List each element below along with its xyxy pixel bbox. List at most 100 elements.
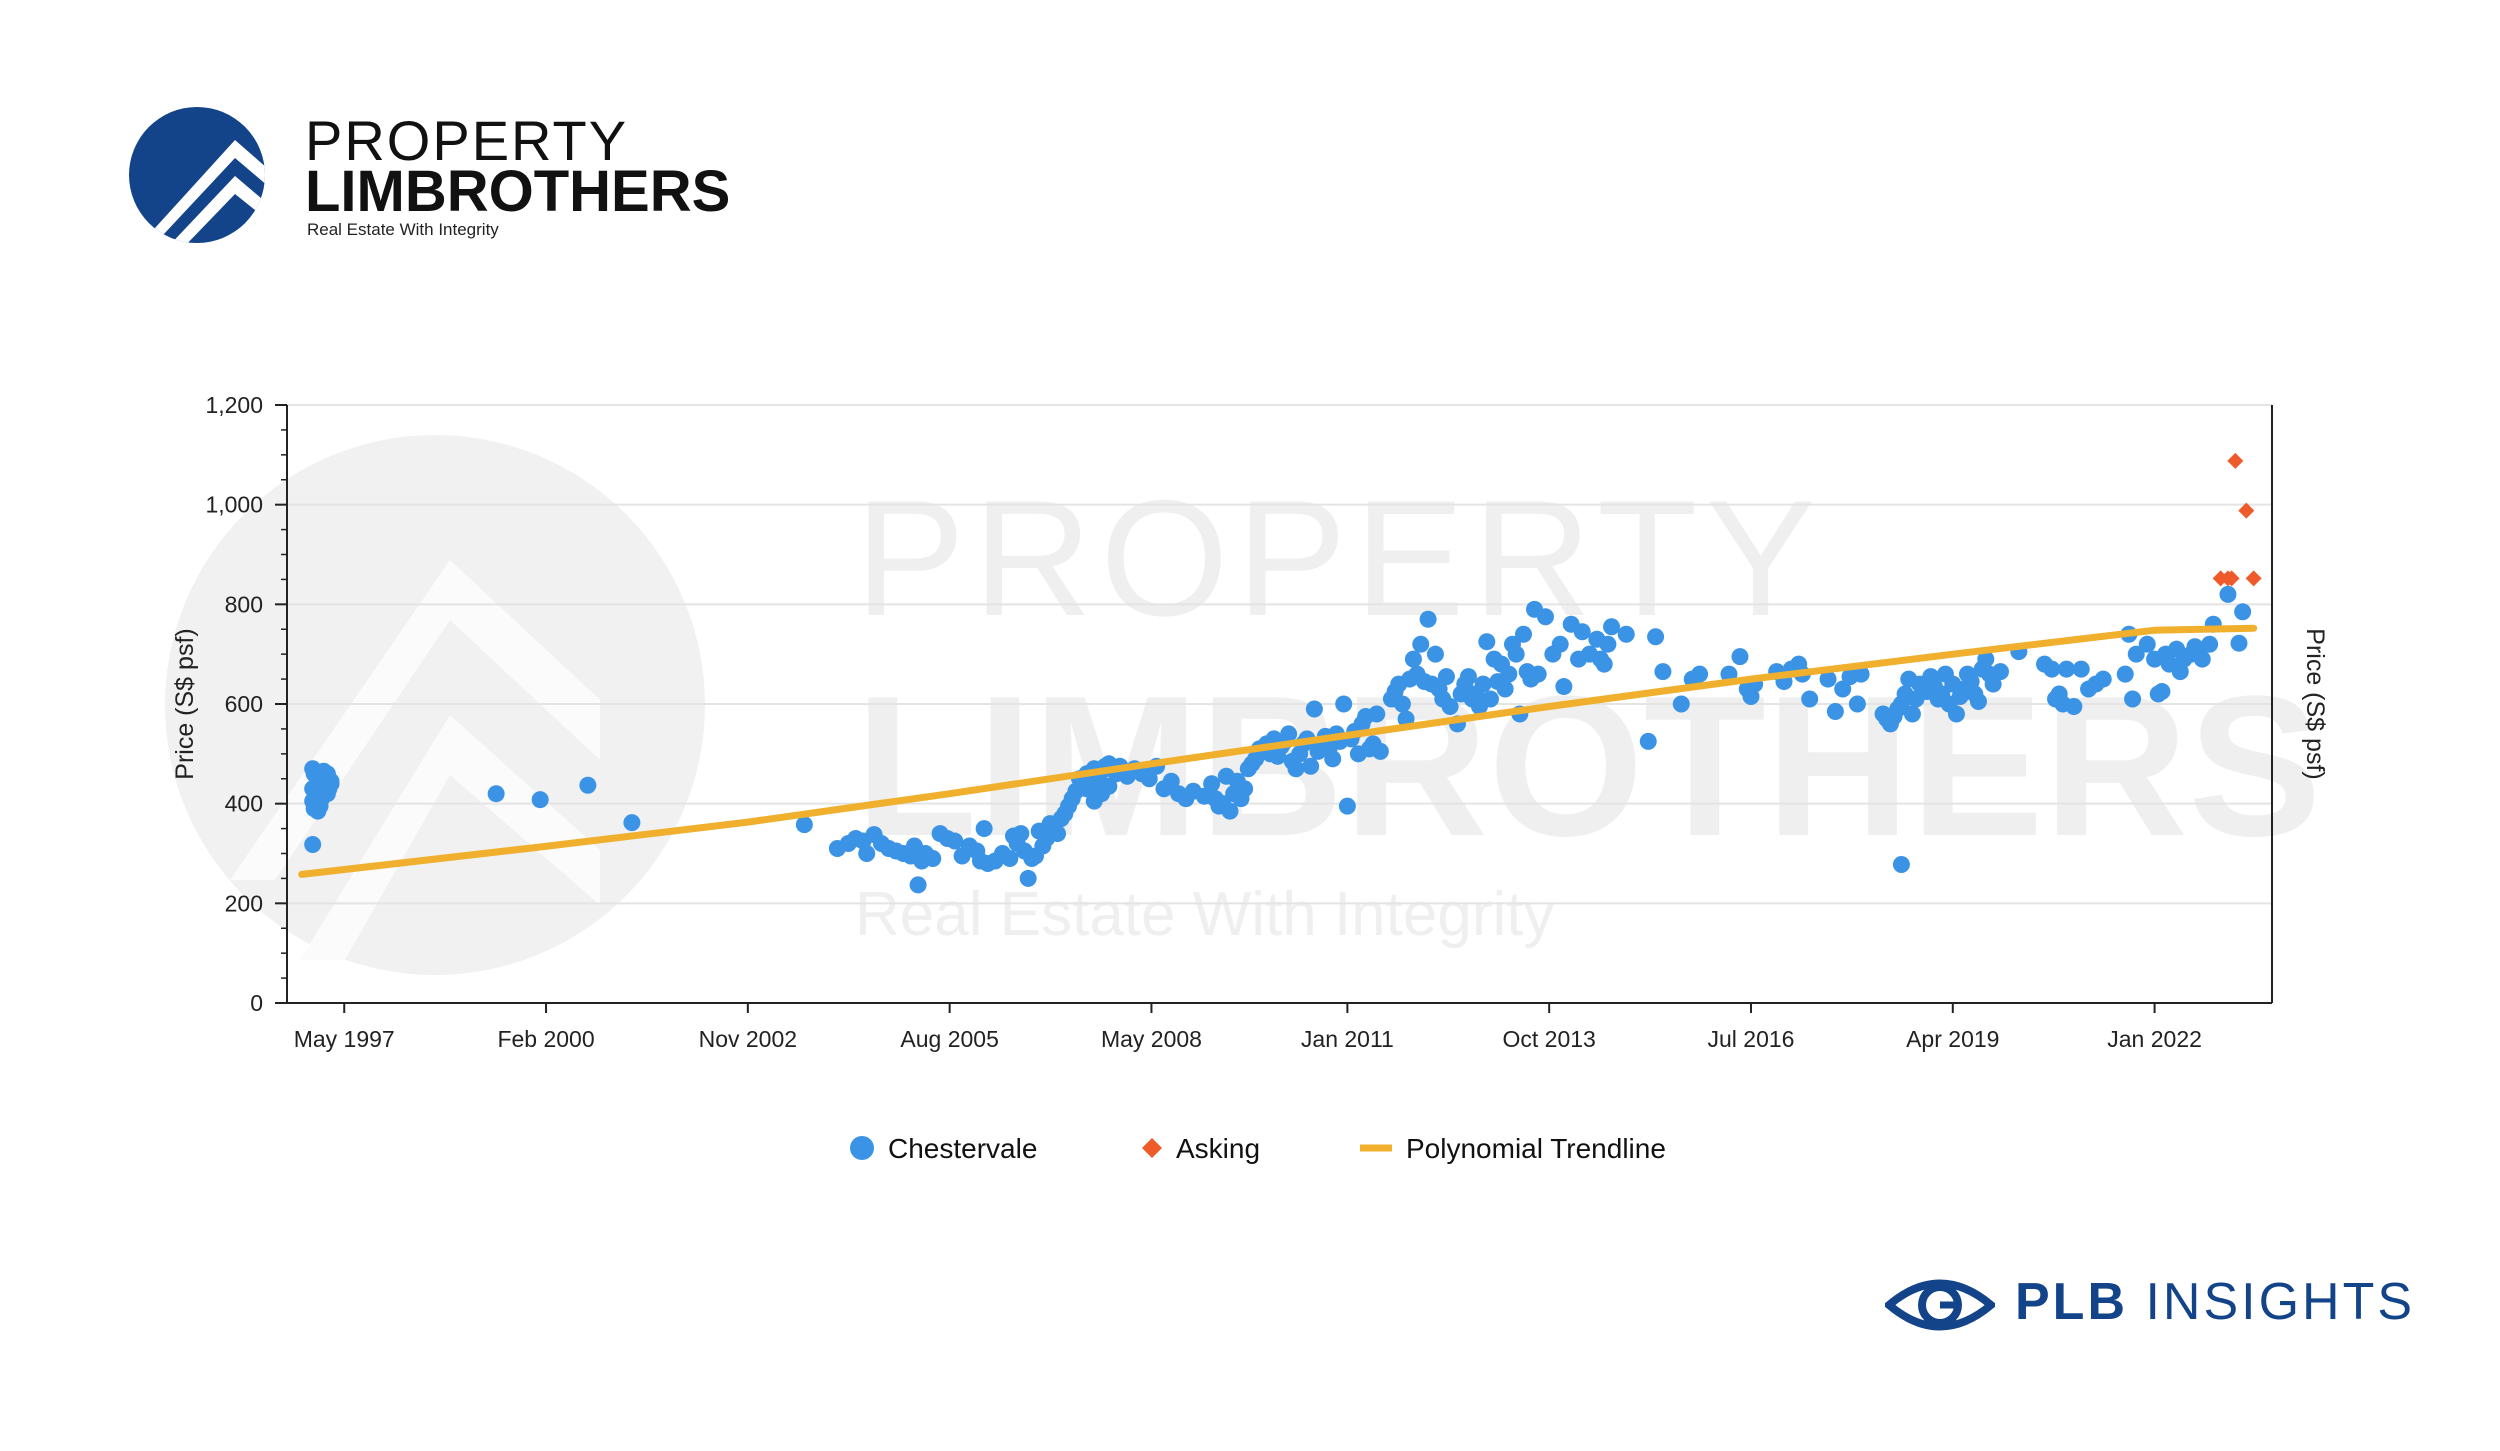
x-tick-label: Apr 2019 [1906, 1026, 1999, 1052]
data-point [2058, 660, 2076, 678]
legend-label-asking: Asking [1176, 1133, 1260, 1164]
data-point [1203, 775, 1221, 793]
data-point [2124, 690, 2142, 708]
data-point [1573, 623, 1591, 641]
legend-marker-asking [1142, 1138, 1162, 1158]
data-point [531, 791, 549, 809]
data-point [1496, 680, 1514, 698]
data-point [1537, 608, 1555, 626]
plb-insights-bold: PLB [2015, 1273, 2128, 1331]
data-point [1280, 725, 1298, 743]
x-tick-label: May 2008 [1101, 1026, 1202, 1052]
data-point [1977, 650, 1995, 668]
data-point [1412, 635, 1430, 653]
data-point [1514, 625, 1532, 643]
legend-label-trendline: Polynomial Trendline [1406, 1133, 1666, 1164]
data-point [1419, 610, 1437, 628]
data-point [1647, 628, 1665, 646]
data-point [1481, 690, 1499, 708]
legend-label-chestervale: Chestervale [888, 1133, 1037, 1164]
data-point [1991, 663, 2009, 681]
y-tick-label: 800 [225, 591, 263, 617]
data-point [924, 849, 942, 867]
asking-point [2227, 452, 2244, 469]
logo-line1: PROPERTY [305, 109, 629, 172]
data-point [1393, 695, 1411, 713]
y-tick-label: 0 [250, 990, 263, 1016]
data-point [1551, 635, 1569, 653]
data-point [579, 776, 597, 794]
eye-icon [1885, 1279, 1995, 1331]
data-point [1654, 663, 1672, 681]
data-point [1617, 625, 1635, 643]
data-point [1305, 700, 1323, 718]
y-tick-label: 600 [225, 691, 263, 717]
data-point [1441, 697, 1459, 715]
watermark-tagline: Real Estate With Integrity [855, 880, 1555, 949]
data-point [623, 814, 641, 832]
data-point [1834, 680, 1852, 698]
plb-insights-rest: INSIGHTS [2128, 1273, 2416, 1331]
data-point [1368, 705, 1386, 723]
data-point [1404, 650, 1422, 668]
data-point [1100, 777, 1118, 795]
data-point [2234, 603, 2252, 621]
data-point [1555, 678, 1573, 696]
data-point [1529, 665, 1547, 683]
x-tick-label: Jan 2022 [2107, 1026, 2202, 1052]
limbrothers-emblem-icon [129, 107, 265, 243]
data-point [1474, 675, 1492, 693]
data-point [1338, 797, 1356, 815]
data-point [1001, 849, 1019, 867]
watermark-chevron [300, 715, 600, 960]
data-point [1848, 695, 1866, 713]
plb-insights-text: PLB INSIGHTS [2015, 1272, 2415, 1332]
data-point [1162, 772, 1180, 790]
logo-line2: LIMBROTHERS [305, 159, 731, 224]
data-point [1892, 855, 1910, 873]
asking-point [2223, 570, 2240, 587]
data-point [2094, 670, 2112, 688]
plb-insights-logo: PLB INSIGHTS [1885, 1268, 2412, 1348]
data-point [1437, 668, 1455, 686]
data-point [2219, 585, 2237, 603]
data-point [1801, 690, 1819, 708]
y-tick-label: 400 [225, 791, 263, 817]
data-point [322, 772, 340, 790]
y-tick-label: 200 [225, 890, 263, 916]
data-point [2065, 697, 2083, 715]
asking-point [2245, 570, 2262, 587]
data-point [1947, 705, 1965, 723]
data-point [1459, 668, 1477, 686]
data-point [1302, 757, 1320, 775]
data-point [2193, 650, 2211, 668]
y-tick-label: 1,000 [205, 492, 263, 518]
data-point [1819, 670, 1837, 688]
data-point [1078, 780, 1096, 798]
trendline [298, 624, 2258, 878]
x-tick-label: Jul 2016 [1707, 1026, 1794, 1052]
y-tick-label: 1,200 [205, 392, 263, 418]
series-asking [2212, 452, 2262, 587]
data-point [1603, 618, 1621, 636]
property-limbrothers-logo: PROPERTY LIMBROTHERS Real Estate With In… [125, 100, 730, 250]
data-point [2072, 660, 2090, 678]
x-tick-label: Oct 2013 [1503, 1026, 1596, 1052]
data-point [1478, 633, 1496, 651]
data-point [1731, 648, 1749, 666]
x-tick-label: Nov 2002 [699, 1026, 797, 1052]
data-point [2138, 635, 2156, 653]
data-point [487, 785, 505, 803]
data-point [2116, 665, 2134, 683]
data-point [1287, 760, 1305, 778]
logo-tagline: Real Estate With Integrity [307, 220, 499, 239]
data-point [1012, 825, 1030, 843]
asking-point [2238, 502, 2255, 519]
x-tick-label: Aug 2005 [900, 1026, 998, 1052]
data-point [1984, 675, 2002, 693]
data-point [1221, 802, 1239, 820]
data-point [309, 802, 327, 820]
data-point [1371, 742, 1389, 760]
data-point [795, 816, 813, 834]
